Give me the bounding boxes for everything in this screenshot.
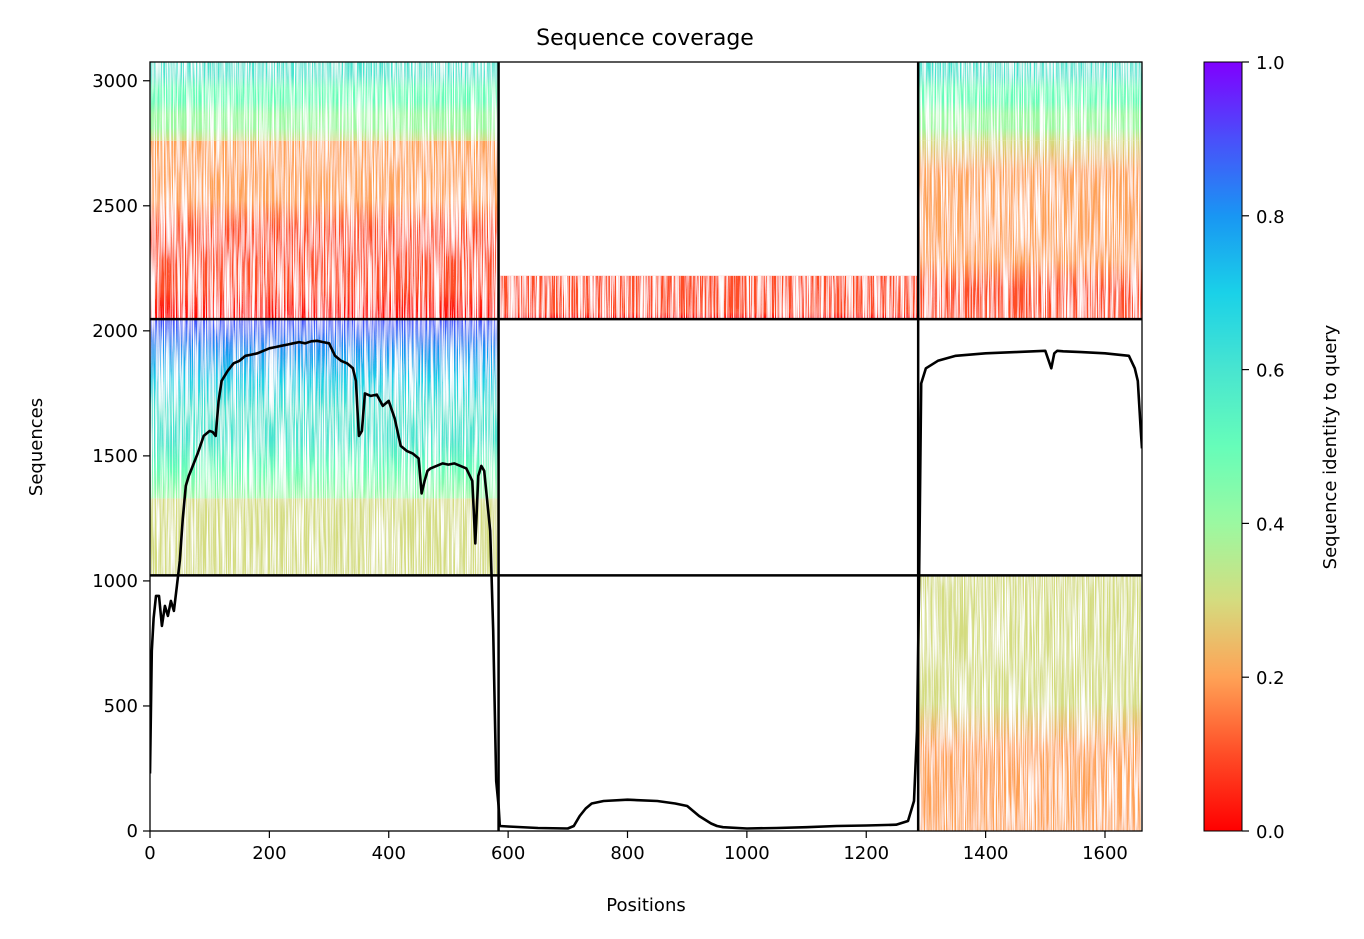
x-tick-label: 1200	[843, 843, 889, 864]
x-axis-ticks: 0 200 400 600 800 1000 1200 1400 1600	[144, 831, 1128, 864]
x-tick-label: 1400	[963, 843, 1009, 864]
coverage-line-group	[150, 339, 1142, 830]
y-axis-label: Sequences	[26, 398, 47, 496]
msa-block	[498, 275, 919, 320]
y-tick-label: 1000	[92, 571, 138, 592]
chart-title: Sequence coverage	[536, 26, 754, 51]
colorbar-label: Sequence identity to query	[1320, 324, 1341, 569]
colorbar-tick-label: 0.8	[1256, 207, 1285, 228]
colorbar-tick-label: 0.2	[1256, 668, 1285, 689]
msa-block	[918, 62, 1142, 141]
x-tick-label: 600	[491, 843, 525, 864]
x-tick-label: 1600	[1082, 843, 1128, 864]
colorbar-ticks: 0.0 0.2 0.4 0.6 0.8 1.0	[1242, 53, 1285, 843]
x-tick-label: 800	[610, 843, 644, 864]
colorbar-tick-label: 1.0	[1256, 53, 1285, 74]
y-tick-label: 500	[104, 696, 138, 717]
x-axis-label: Positions	[606, 895, 685, 916]
coverage-line	[150, 339, 1142, 830]
colorbar-tick-label: 0.0	[1256, 822, 1285, 843]
x-tick-label: 400	[372, 843, 406, 864]
msa-block	[150, 62, 499, 141]
y-tick-label: 0	[127, 821, 138, 842]
msa-heatmap	[150, 62, 1142, 831]
y-axis-ticks: 0 500 1000 1500 2000 2500 3000	[92, 71, 150, 842]
y-tick-label: 1500	[92, 446, 138, 467]
msa-block	[150, 498, 499, 576]
y-tick-label: 3000	[92, 71, 138, 92]
x-tick-label: 0	[144, 843, 155, 864]
colorbar	[1203, 61, 1243, 832]
x-tick-label: 200	[252, 843, 286, 864]
colorbar-tick-label: 0.6	[1256, 361, 1285, 382]
y-tick-label: 2000	[92, 321, 138, 342]
msa-block	[150, 319, 499, 499]
y-tick-label: 2500	[92, 196, 138, 217]
colorbar-tick-label: 0.4	[1256, 514, 1285, 535]
x-tick-label: 1000	[724, 843, 770, 864]
msa-block	[918, 140, 1142, 320]
msa-block	[150, 140, 499, 320]
msa-block	[918, 575, 1142, 831]
plot-frame	[149, 61, 1143, 832]
